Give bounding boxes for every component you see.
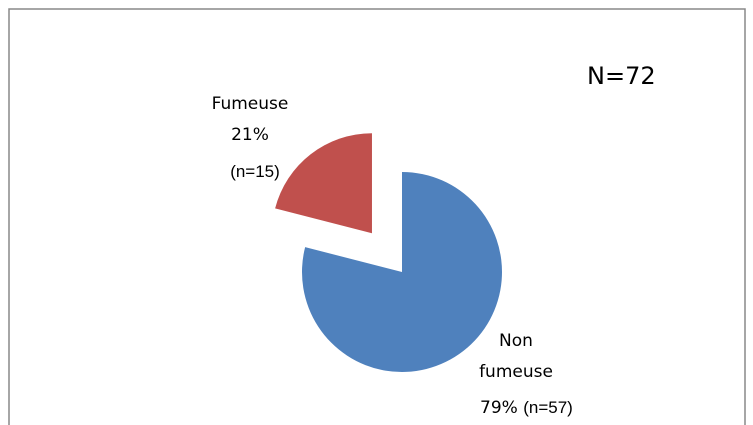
slice-label: Fumeuse 21% (n=15) [195,89,305,187]
count-label: (n=57) [523,398,573,417]
slice-label: 79% (n=57) [480,392,573,424]
category-label: Fumeuse [211,94,289,114]
count-label: (n=15) [230,162,280,181]
frame [8,8,746,425]
pie-slice [302,172,503,372]
value-label: 21% [231,125,269,145]
pie-slice [275,133,372,234]
value-label: 79% [480,398,518,418]
category-label: Non fumeuse [479,331,553,382]
slice-label: Non fumeuse [466,326,566,388]
annotation: N=72 [587,62,656,90]
